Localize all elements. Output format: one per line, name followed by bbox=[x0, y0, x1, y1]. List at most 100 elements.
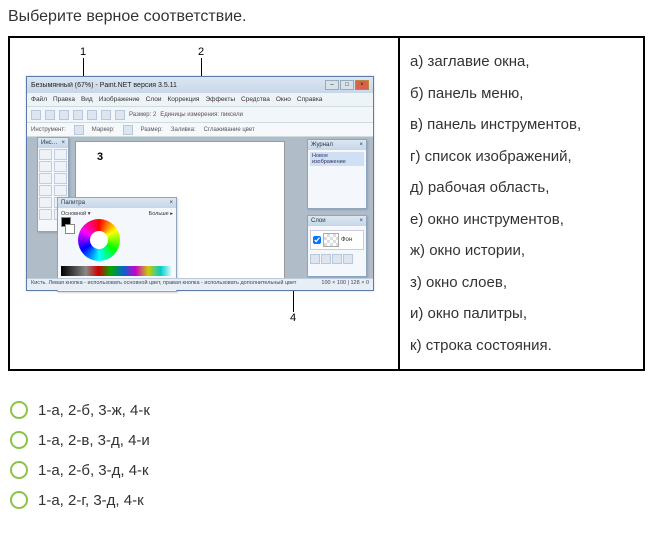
content-table: 1 2 3 4 Безымянный (67%) - Paint.NET вер… bbox=[8, 36, 645, 371]
history-item[interactable]: Новое изображение bbox=[310, 152, 364, 166]
palette-more-label[interactable]: Больше ▸ bbox=[149, 211, 173, 217]
legend-item: и) окно палитры, bbox=[410, 298, 633, 330]
callout-4-line bbox=[293, 290, 294, 312]
menu-item[interactable]: Эффекты bbox=[205, 96, 235, 103]
window-controls: – □ × bbox=[325, 80, 369, 90]
swatch-strip[interactable] bbox=[61, 266, 173, 276]
close-icon[interactable]: × bbox=[359, 142, 363, 148]
toolbar: Размер: 2 Единицы измерения: пиксели bbox=[27, 107, 373, 123]
legend-item: е) окно инструментов, bbox=[410, 204, 633, 236]
menu-item[interactable]: Слои bbox=[146, 96, 162, 103]
menu-item[interactable]: Изображение bbox=[99, 96, 140, 103]
legend-item: а) заглавие окна, bbox=[410, 46, 633, 78]
tools-title: Инс… bbox=[41, 140, 58, 146]
maximize-button[interactable]: □ bbox=[340, 80, 354, 90]
menu-item[interactable]: Справка bbox=[297, 96, 323, 103]
layer-action-icon[interactable] bbox=[343, 254, 353, 264]
legend-item: ж) окно истории, bbox=[410, 235, 633, 267]
option-label: 1-а, 2-г, 3-д, 4-к bbox=[38, 492, 144, 509]
option-row[interactable]: 1-а, 2-б, 3-д, 4-к bbox=[10, 461, 645, 479]
minimize-button[interactable]: – bbox=[325, 80, 339, 90]
legend-item: г) список изображений, bbox=[410, 141, 633, 173]
history-window[interactable]: Журнал × Новое изображение bbox=[307, 139, 367, 209]
tool-icon[interactable] bbox=[39, 149, 52, 160]
close-icon[interactable]: × bbox=[169, 200, 173, 206]
toolbar-secondary: Инструмент: Маркер: Размер: Заливка: Сгл… bbox=[27, 123, 373, 137]
toolbar-units-label: Единицы измерения: пиксели bbox=[160, 112, 243, 118]
radio-icon[interactable] bbox=[10, 401, 28, 419]
layers-title: Слои bbox=[311, 218, 326, 224]
option-row[interactable]: 1-а, 2-г, 3-д, 4-к bbox=[10, 491, 645, 509]
radio-icon[interactable] bbox=[10, 461, 28, 479]
callout-4: 4 bbox=[290, 312, 296, 324]
tool-icon[interactable] bbox=[39, 197, 52, 208]
legend-list: а) заглавие окна, б) панель меню, в) пан… bbox=[410, 46, 633, 361]
toolbar-icon[interactable] bbox=[123, 125, 133, 135]
menu-item[interactable]: Файл bbox=[31, 96, 47, 103]
window-title: Безымянный (67%) - Paint.NET версия 3.5.… bbox=[31, 82, 325, 89]
color-wheel[interactable] bbox=[78, 219, 120, 261]
menu-item[interactable]: Коррекция bbox=[167, 96, 199, 103]
toolbar-icon[interactable] bbox=[87, 110, 97, 120]
app-window: Безымянный (67%) - Paint.NET версия 3.5.… bbox=[26, 76, 374, 291]
secondary-color-swatch[interactable] bbox=[65, 224, 75, 234]
layer-visible-checkbox[interactable] bbox=[313, 236, 321, 244]
palette-body: Основной ▾ Больше ▸ bbox=[58, 208, 176, 287]
radio-icon[interactable] bbox=[10, 431, 28, 449]
option-row[interactable]: 1-а, 2-в, 3-д, 4-и bbox=[10, 431, 645, 449]
layer-action-icon[interactable] bbox=[321, 254, 331, 264]
toolbar2-label: Заливка: bbox=[171, 127, 196, 133]
tool-icon[interactable] bbox=[54, 173, 67, 184]
close-button[interactable]: × bbox=[355, 80, 369, 90]
menu-item[interactable]: Правка bbox=[53, 96, 75, 103]
toolbar-icon[interactable] bbox=[115, 110, 125, 120]
tool-icon[interactable] bbox=[54, 185, 67, 196]
answer-options: 1-а, 2-б, 3-ж, 4-к 1-а, 2-в, 3-д, 4-и 1-… bbox=[8, 401, 645, 509]
layer-row[interactable]: Фон bbox=[310, 230, 364, 250]
question-text: Выберите верное соответствие. bbox=[8, 8, 645, 26]
legend-item: в) панель инструментов, bbox=[410, 109, 633, 141]
history-body: Новое изображение bbox=[308, 150, 366, 168]
app-mock: 1 2 3 4 Безымянный (67%) - Paint.NET вер… bbox=[20, 46, 380, 326]
tool-icon[interactable] bbox=[54, 161, 67, 172]
screenshot-cell: 1 2 3 4 Безымянный (67%) - Paint.NET вер… bbox=[9, 37, 399, 370]
option-label: 1-а, 2-б, 3-ж, 4-к bbox=[38, 402, 150, 419]
callout-1: 1 bbox=[80, 46, 86, 58]
tool-icon[interactable] bbox=[39, 161, 52, 172]
layer-action-icon[interactable] bbox=[310, 254, 320, 264]
menu-item[interactable]: Вид bbox=[81, 96, 93, 103]
toolbar-icon[interactable] bbox=[74, 125, 84, 135]
close-icon[interactable]: × bbox=[359, 218, 363, 224]
menu-item[interactable]: Окно bbox=[276, 96, 291, 103]
status-left: Кисть. Левая кнопка - использовать основ… bbox=[31, 280, 296, 289]
history-title: Журнал bbox=[311, 142, 333, 148]
legend-item: к) строка состояния. bbox=[410, 330, 633, 362]
toolbar2-label: Маркер: bbox=[92, 127, 115, 133]
tool-icon[interactable] bbox=[39, 209, 52, 220]
toolbar-icon[interactable] bbox=[45, 110, 55, 120]
toolbar-icon[interactable] bbox=[31, 110, 41, 120]
layer-action-icon[interactable] bbox=[332, 254, 342, 264]
tool-icon[interactable] bbox=[54, 149, 67, 160]
radio-icon[interactable] bbox=[10, 491, 28, 509]
toolbar2-label: Инструмент: bbox=[31, 127, 66, 133]
tool-icon[interactable] bbox=[39, 173, 52, 184]
option-label: 1-а, 2-в, 3-д, 4-и bbox=[38, 432, 150, 449]
toolbar-icon[interactable] bbox=[73, 110, 83, 120]
callout-3: 3 bbox=[97, 151, 103, 163]
toolbar-icon[interactable] bbox=[101, 110, 111, 120]
layer-thumbnail bbox=[323, 233, 339, 247]
toolbar-icon[interactable] bbox=[59, 110, 69, 120]
menubar: Файл Правка Вид Изображение Слои Коррекц… bbox=[27, 93, 373, 107]
legend-item: д) рабочая область, bbox=[410, 172, 633, 204]
option-row[interactable]: 1-а, 2-б, 3-ж, 4-к bbox=[10, 401, 645, 419]
tool-icon[interactable] bbox=[39, 185, 52, 196]
statusbar: Кисть. Левая кнопка - использовать основ… bbox=[27, 278, 373, 290]
titlebar: Безымянный (67%) - Paint.NET версия 3.5.… bbox=[27, 77, 373, 93]
layers-body: Фон bbox=[308, 226, 366, 266]
menu-item[interactable]: Средства bbox=[241, 96, 270, 103]
close-icon[interactable]: × bbox=[61, 140, 65, 146]
layers-window[interactable]: Слои × Фон bbox=[307, 215, 367, 277]
status-right: 100 × 100 | 128 × 0 bbox=[321, 280, 369, 289]
toolbar2-label: Размер: bbox=[141, 127, 163, 133]
